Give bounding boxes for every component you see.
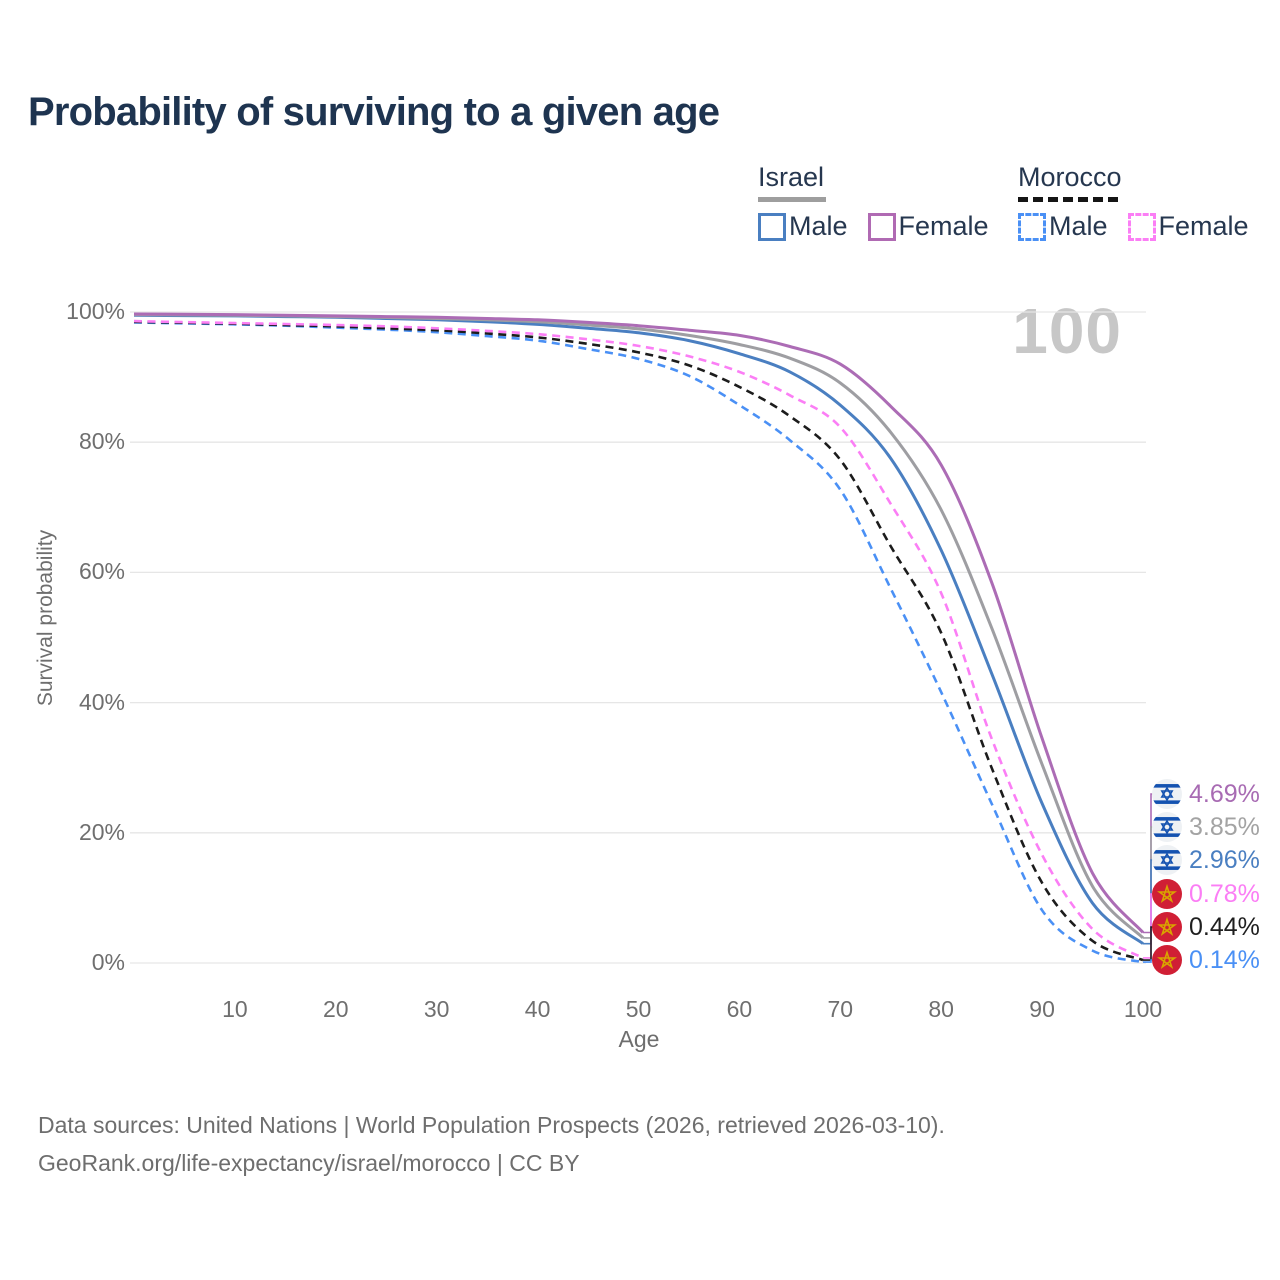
footer-attribution: GeoRank.org/life-expectancy/israel/moroc…: [38, 1150, 580, 1176]
end-label-israel-male: 2.96%: [1152, 844, 1260, 876]
end-label-value: 0.14%: [1189, 945, 1260, 974]
legend-israel-male-label: Male: [789, 211, 848, 241]
end-label-israel-female: 4.69%: [1152, 778, 1260, 810]
legend-morocco-line-swatch: [1018, 197, 1122, 202]
y-tick-label: 80%: [78, 428, 125, 455]
y-tick-label: 100%: [66, 298, 125, 324]
page-title: Probability of surviving to a given age: [28, 90, 720, 134]
y-tick-label: 40%: [78, 688, 125, 715]
x-tick-label: 70: [827, 996, 854, 1022]
series-line-morocco-male: [133, 321, 1144, 964]
legend-morocco-label[interactable]: Morocco: [1018, 162, 1122, 192]
end-label-value: 3.85%: [1189, 812, 1260, 841]
x-tick-label: 20: [323, 996, 349, 1022]
footer: Data sources: United Nations | World Pop…: [38, 1106, 945, 1182]
x-tick-label: 90: [1029, 996, 1055, 1022]
x-tick-label: 100: [1123, 996, 1163, 1022]
israel-flag-icon: [1152, 779, 1182, 809]
x-tick-label: 50: [625, 996, 652, 1022]
legend-item-israel-female[interactable]: Female: [867, 211, 989, 242]
y-tick-label: 20%: [78, 818, 125, 845]
legend-israel-male-swatch: [758, 212, 786, 241]
end-label-value: 0.78%: [1189, 879, 1260, 908]
end-label-value: 4.69%: [1189, 779, 1260, 808]
legend-israel-female-label: Female: [898, 211, 989, 241]
age-watermark: 100: [1012, 295, 1122, 367]
x-tick-label: 80: [928, 996, 954, 1022]
legend-group-morocco: Morocco Male Female: [1018, 162, 1249, 242]
y-tick-label: 60%: [78, 558, 125, 585]
morocco-flag-icon: [1152, 945, 1182, 975]
israel-flag-icon: [1152, 812, 1182, 842]
x-tick-label: 30: [423, 996, 450, 1022]
series-line-morocco-female: [133, 319, 1144, 960]
end-label-morocco: 0.44%: [1152, 911, 1260, 943]
x-tick-label: 10: [222, 996, 248, 1022]
morocco-flag-icon: [1152, 912, 1182, 942]
legend-group-israel: Israel Male Female: [758, 162, 989, 242]
series-line-israel: [133, 313, 1145, 939]
end-label-morocco-male: 0.14%: [1152, 944, 1260, 976]
y-tick-label: 0%: [91, 949, 125, 975]
end-label-morocco-female: 0.78%: [1152, 878, 1260, 910]
legend-item-morocco-male[interactable]: Male: [1018, 211, 1108, 242]
legend-morocco-female-label: Female: [1158, 211, 1249, 241]
israel-flag-icon: [1152, 845, 1182, 875]
series-line-israel-female: [133, 312, 1145, 934]
x-tick-label: 60: [726, 996, 753, 1022]
legend-morocco-male-label: Male: [1049, 211, 1108, 241]
series-line-morocco: [133, 320, 1144, 962]
legend-israel-line-swatch: [758, 197, 826, 202]
legend-item-morocco-female[interactable]: Female: [1127, 211, 1249, 242]
footer-data-sources: Data sources: United Nations | World Pop…: [38, 1112, 945, 1138]
legend-morocco-female-swatch: [1127, 212, 1156, 241]
end-label-value: 2.96%: [1189, 845, 1260, 874]
legend-israel-label[interactable]: Israel: [758, 162, 825, 192]
legend-item-israel-male[interactable]: Male: [758, 211, 848, 242]
legend-israel-female-swatch: [867, 212, 896, 241]
x-axis-title: Age: [618, 1026, 660, 1052]
x-tick-label: 40: [524, 996, 551, 1022]
end-label-value: 0.44%: [1189, 912, 1260, 941]
y-axis-title: Survival probability: [34, 529, 57, 707]
series-line-israel-male: [133, 313, 1144, 945]
end-label-israel: 3.85%: [1152, 811, 1260, 843]
legend-morocco-male-swatch: [1018, 212, 1046, 241]
morocco-flag-icon: [1152, 879, 1182, 909]
